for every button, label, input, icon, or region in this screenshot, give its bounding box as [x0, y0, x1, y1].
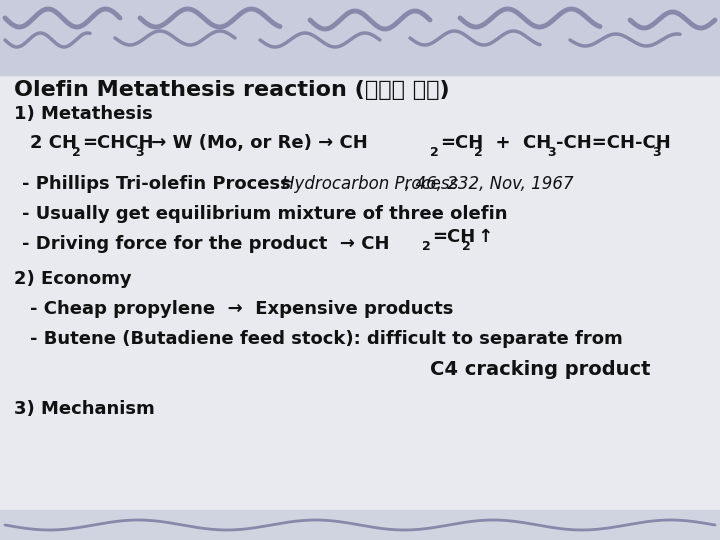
Text: 2) Economy: 2) Economy	[14, 270, 132, 288]
Text: Hydrocarbon Process: Hydrocarbon Process	[282, 175, 458, 193]
Text: 1) Metathesis: 1) Metathesis	[14, 105, 153, 123]
Text: C4 cracking product: C4 cracking product	[430, 360, 650, 379]
Bar	[0, 0, 720, 75]
Text: - Usually get equilibrium mixture of three olefin: - Usually get equilibrium mixture of thr…	[22, 205, 508, 223]
Text: , 46, 232, Nov, 1967: , 46, 232, Nov, 1967	[405, 175, 574, 193]
Text: Olefin Metathesis reaction (복분해 반응): Olefin Metathesis reaction (복분해 반응)	[14, 80, 449, 100]
Text: 3) Mechanism: 3) Mechanism	[14, 400, 155, 418]
Text: =CH: =CH	[432, 228, 475, 246]
Text: 2: 2	[72, 146, 81, 159]
Text: =CH: =CH	[440, 134, 483, 152]
Text: 2: 2	[474, 146, 482, 159]
Bar	[0, 510, 720, 540]
Text: 2 CH: 2 CH	[30, 134, 77, 152]
Text: → W (Mo, or Re) → CH: → W (Mo, or Re) → CH	[145, 134, 368, 152]
Text: - Butene (Butadiene feed stock): difficult to separate from: - Butene (Butadiene feed stock): difficu…	[30, 330, 623, 348]
Text: 3: 3	[135, 146, 143, 159]
Text: =CHCH: =CHCH	[82, 134, 153, 152]
Text: +  CH: + CH	[483, 134, 552, 152]
Text: 3: 3	[547, 146, 556, 159]
Text: ↑: ↑	[472, 228, 493, 246]
Text: - Driving force for the product  → CH: - Driving force for the product → CH	[22, 235, 390, 253]
Text: - Cheap propylene  →  Expensive products: - Cheap propylene → Expensive products	[30, 300, 454, 318]
Text: - Phillips Tri-olefin Process: - Phillips Tri-olefin Process	[22, 175, 291, 193]
Text: 2: 2	[430, 146, 438, 159]
Text: 2: 2	[462, 240, 471, 253]
Text: 2: 2	[422, 240, 431, 253]
Text: 3: 3	[652, 146, 661, 159]
Text: -CH=CH-CH: -CH=CH-CH	[556, 134, 671, 152]
